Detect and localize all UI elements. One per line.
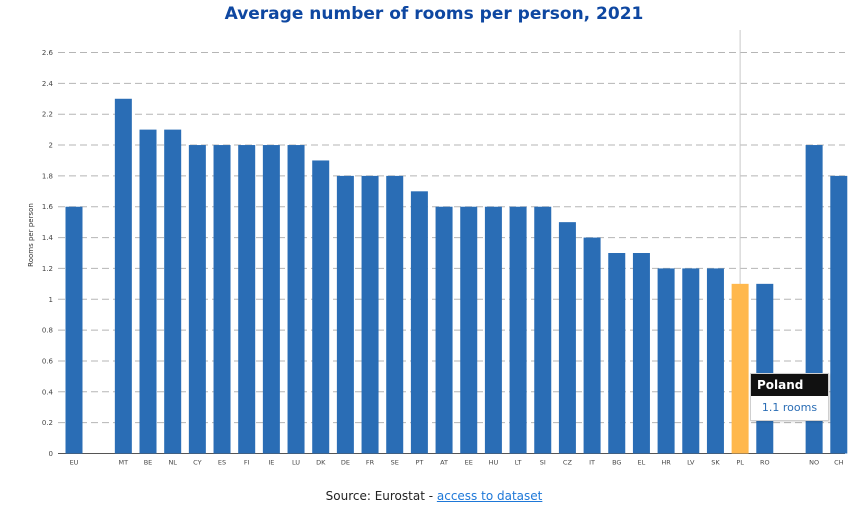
y-tick-label: 2.6 [42,49,54,57]
bar-lt [509,206,527,454]
bar-es [213,145,231,454]
chart-title: Average number of rooms per person, 2021 [224,4,644,24]
x-tick-label: AT [440,459,448,467]
bar-ch [830,175,848,454]
x-tick-label: CZ [563,459,573,467]
bar-nl [164,129,182,454]
bar-hr [657,268,675,454]
y-axis: 0 0.2 0.4 0.6 0.8 1 1.2 1.4 1.6 1.8 2 2.2 2.4 2.6 [42,49,54,458]
x-tick-label: DE [341,459,350,467]
bars [65,98,848,454]
bar-lv [682,268,700,454]
source-text: Source: Eurostat - [325,489,437,503]
bar-at [435,206,453,454]
x-axis: EU MT BE NL CY ES FI IE LU DK DE FR SE PT AT EE HU LT SI CZ… [70,459,844,467]
bar-de [336,175,354,454]
y-tick-label: 0.6 [42,357,54,365]
x-tick-label: EL [638,459,646,467]
bar-el [632,253,650,454]
x-tick-label: LT [515,459,522,467]
bar-it [583,237,601,454]
x-tick-label: BG [612,459,621,467]
bar-lu [287,145,305,454]
x-tick-label: SE [391,459,399,467]
y-tick-label: 2.4 [42,80,54,88]
bar-bg [608,253,626,454]
y-tick-label: 0.2 [42,419,53,427]
tooltip-country: Poland [751,374,828,396]
x-tick-label: HR [661,459,671,467]
y-tick-label: 2 [49,142,53,150]
y-axis-label: Rooms per person [27,203,35,267]
x-tick-label: PL [736,459,744,467]
x-tick-label: LU [292,459,300,467]
bar-be [139,129,157,454]
x-tick-label: HU [489,459,499,467]
x-tick-label: FI [244,459,250,467]
y-tick-label: 0 [49,450,53,458]
y-tick-label: 2.2 [42,111,53,119]
x-tick-label: FR [366,459,375,467]
source-line: Source: Eurostat - access to dataset [0,489,868,503]
x-tick-label: MT [119,459,129,467]
x-tick-label: DK [316,459,326,467]
bar-eu [65,206,83,454]
bar-cy [188,145,206,454]
x-tick-label: NL [168,459,177,467]
x-tick-label: LV [687,459,695,467]
bar-dk [312,160,330,454]
x-tick-label: CH [834,459,844,467]
bar-mt [114,98,132,454]
x-tick-label: PT [415,459,423,467]
bar-fr [361,175,379,454]
x-tick-label: SI [540,459,546,467]
bar-ro [756,283,774,454]
x-tick-label: EU [70,459,79,467]
bar-hu [484,206,502,454]
x-tick-label: SK [711,459,720,467]
x-tick-label: IT [589,459,595,467]
y-tick-label: 1.2 [42,265,53,273]
y-tick-label: 0.8 [42,327,53,335]
x-tick-label: IE [268,459,274,467]
bar-pl [731,283,749,454]
y-tick-label: 1.8 [42,172,53,180]
tooltip-value: 1.1 rooms [761,401,818,414]
bar-pt [410,191,428,454]
x-tick-label: NO [809,459,819,467]
bar-fi [238,145,256,454]
bar-ie [262,145,280,454]
bar-ee [460,206,478,454]
y-tick-label: 1.4 [42,234,54,242]
y-tick-label: 1 [49,296,53,304]
tooltip: Poland 1.1 rooms [750,373,829,421]
y-tick-label: 1.6 [42,203,54,211]
x-tick-label: EE [465,459,473,467]
bar-si [534,206,552,454]
dataset-link[interactable]: access to dataset [436,489,543,503]
x-tick-label: ES [218,459,226,467]
x-tick-label: CY [193,459,201,467]
bar-se [386,175,404,454]
y-tick-label: 0.4 [42,388,54,396]
x-tick-label: RO [760,459,770,467]
bar-cz [558,222,576,454]
bar-sk [706,268,724,454]
x-tick-label: BE [144,459,153,467]
